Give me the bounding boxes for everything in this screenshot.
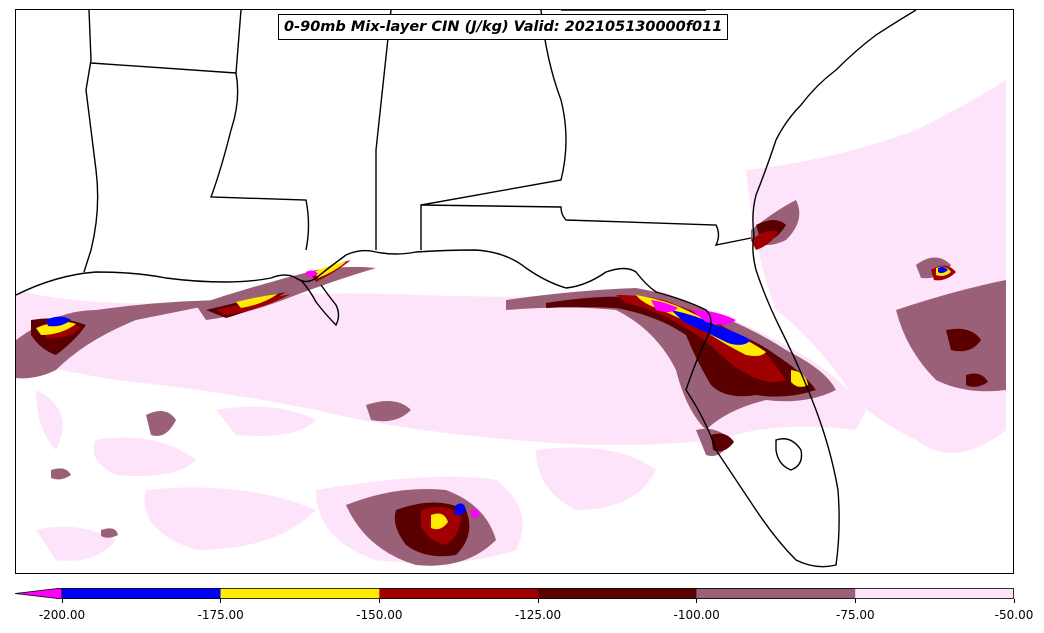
- colorbar: [15, 588, 1014, 599]
- map-panel: [15, 9, 1014, 574]
- colorbar-tick-label: -175.00: [197, 608, 244, 622]
- colorbar-tick-mark: [854, 599, 856, 603]
- colorbar-tick-mark: [1013, 599, 1015, 603]
- colorbar-bin: [379, 588, 538, 599]
- map-title: 0-90mb Mix-layer CIN (J/kg) Valid: 20210…: [278, 14, 729, 40]
- cin-field-magenta: [306, 270, 736, 518]
- cin-field-light: [16, 80, 1006, 564]
- colorbar-tick-mark: [220, 599, 222, 603]
- colorbar-bin: [855, 588, 1014, 599]
- colorbar-tick-label: -150.00: [356, 608, 403, 622]
- colorbar-bin: [696, 588, 856, 599]
- colorbar-border: [61, 588, 1014, 599]
- colorbar-tick-label: -100.00: [673, 608, 720, 622]
- colorbar-tick-label: -50.00: [994, 608, 1034, 622]
- colorbar-tick-mark: [696, 599, 698, 603]
- colorbar-bin: [62, 588, 221, 599]
- colorbar-tick-label: -75.00: [835, 608, 875, 622]
- state-borders: [83, 10, 752, 273]
- colorbar-tick-mark: [378, 599, 380, 603]
- colorbar-tick-mark: [537, 599, 539, 603]
- coastline: [16, 10, 917, 568]
- colorbar-extend-triangle: [15, 588, 63, 599]
- colorbar-bin: [538, 588, 697, 599]
- colorbar-tick-label: -200.00: [38, 608, 86, 622]
- colorbar-tick-mark: [61, 599, 63, 603]
- colorbar-bin: [220, 588, 380, 599]
- colorbar-tick-label: -125.00: [514, 608, 562, 622]
- map-canvas: [16, 10, 1006, 568]
